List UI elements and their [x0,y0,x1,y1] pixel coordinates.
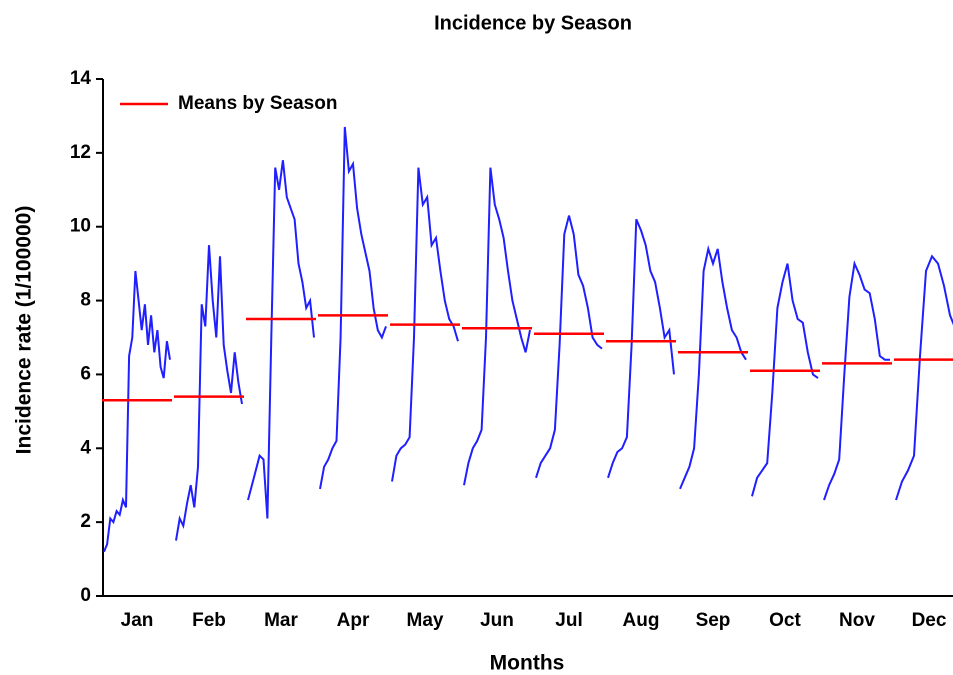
x-tick-label: Feb [192,610,226,631]
season-line [463,167,531,486]
y-tick-label: 12 [70,142,91,163]
season-line [319,126,387,490]
y-tick-label: 4 [80,437,91,458]
x-axis-label: Months [490,652,565,675]
x-tick-label: Aug [623,610,660,631]
x-tick-label: Oct [769,610,801,631]
x-tick-label: Dec [912,610,947,631]
season-line [607,218,675,479]
y-axis-label: Incidence rate (1/100000) [13,206,36,455]
x-tick-label: Jan [121,610,154,631]
season-line [823,260,890,501]
season-line [391,167,459,482]
x-tick-label: Jun [480,610,514,631]
y-tick-label: 2 [80,511,91,532]
season-line [679,245,747,490]
x-tick-label: Nov [839,610,875,631]
legend-label: Means by Season [178,93,337,114]
x-tick-label: Mar [264,610,298,631]
x-tick-label: Jul [555,610,582,631]
y-tick-label: 6 [80,363,91,384]
y-tick-label: 0 [80,585,91,606]
x-tick-label: Sep [696,610,731,631]
y-tick-label: 14 [70,68,92,89]
season-line [751,263,819,497]
season-line [175,245,243,541]
x-tick-label: Apr [337,610,370,631]
season-line [103,270,171,553]
season-line [895,254,953,501]
season-line [247,160,315,519]
y-tick-label: 8 [80,290,91,311]
chart-title: Incidence by Season [434,12,632,34]
x-tick-label: May [407,610,444,631]
y-tick-label: 10 [70,216,91,237]
season-line [535,215,603,479]
